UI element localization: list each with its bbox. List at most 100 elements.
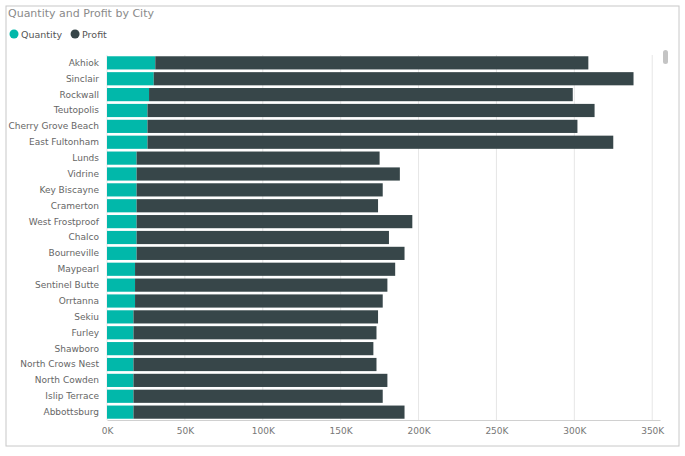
bar <box>107 342 133 355</box>
bar <box>133 390 382 403</box>
bar <box>133 310 378 323</box>
bar <box>107 152 137 165</box>
grid <box>107 55 652 420</box>
bar <box>154 72 634 85</box>
tick-label: 150K <box>330 426 354 436</box>
category-tick: North Crows Nest <box>20 359 107 369</box>
bar <box>107 72 154 85</box>
title: Quantity and Profit by City <box>8 7 154 20</box>
bar <box>107 310 133 323</box>
category-label: Vidrine <box>67 169 99 179</box>
frame <box>6 6 679 446</box>
category-label: Islip Terrace <box>45 391 99 401</box>
legend-swatch <box>71 30 80 39</box>
category-tick: Islip Terrace <box>45 391 107 401</box>
category-label: Akhiok <box>69 58 100 68</box>
bar <box>107 358 133 371</box>
category-tick: Sinclair <box>66 74 107 84</box>
tick-label: 100K <box>252 426 276 436</box>
bar <box>107 279 135 292</box>
bar <box>137 247 405 260</box>
bar <box>133 374 387 387</box>
tick: 200K <box>408 420 432 436</box>
chart: Quantity and Profit by CityQuantityProfi… <box>0 0 685 456</box>
bar <box>148 136 614 149</box>
bar <box>107 183 137 196</box>
category-tick: Furley <box>72 328 107 338</box>
bar <box>137 215 413 228</box>
category-label: North Crows Nest <box>20 359 99 369</box>
bars <box>107 56 634 418</box>
category-label: Key Biscayne <box>39 185 99 195</box>
bar <box>107 88 149 101</box>
category-label: Rockwall <box>60 89 99 99</box>
category-label: Chalco <box>69 232 100 242</box>
category-label: East Fultonham <box>29 137 99 147</box>
category-tick: Abbottsburg <box>43 407 107 417</box>
bar <box>107 374 133 387</box>
bar <box>107 167 137 180</box>
category-label: Sekiu <box>74 312 99 322</box>
category-label: Bourneville <box>48 248 99 258</box>
bar <box>137 199 378 212</box>
category-label: Sentinel Butte <box>35 280 100 290</box>
tick: 300K <box>563 420 587 436</box>
tick-label: 250K <box>485 426 509 436</box>
tick: 0K <box>102 420 115 436</box>
category-tick: North Cowden <box>35 375 107 385</box>
bar <box>135 279 387 292</box>
bar <box>133 342 373 355</box>
tick: 350K <box>641 420 665 436</box>
category-tick: West Frostproof <box>29 217 107 227</box>
tick-label: 300K <box>563 426 587 436</box>
tick-label: 350K <box>641 426 665 436</box>
category-label: Sinclair <box>66 74 99 84</box>
category-tick: Bourneville <box>48 248 107 258</box>
scrollbar[interactable] <box>663 50 668 64</box>
bar <box>137 152 380 165</box>
plot: 0K 50K 100K 150K 200K 250K 300K 350K Akhiok Sincl… <box>8 55 665 436</box>
series <box>133 56 633 418</box>
bar <box>107 199 137 212</box>
tick: 250K <box>485 420 509 436</box>
bar <box>107 215 137 228</box>
bar <box>107 406 133 419</box>
bar <box>107 263 135 276</box>
category-tick: Lunds <box>72 153 107 163</box>
bar <box>107 231 137 244</box>
tick-label: 0K <box>102 426 115 436</box>
tick: 100K <box>252 420 276 436</box>
y-axis: AkhiokSinclairRockwallTeutopolisCherry G… <box>8 58 107 417</box>
category-tick: Orrtanna <box>59 296 107 306</box>
legend-label: Profit <box>82 29 107 40</box>
category-tick: Sentinel Butte <box>35 280 107 290</box>
bar <box>148 104 595 117</box>
bar <box>107 247 137 260</box>
bar <box>107 136 148 149</box>
category-label: Lunds <box>72 153 99 163</box>
category-tick: Cherry Grove Beach <box>8 121 107 131</box>
bar <box>148 120 578 133</box>
category-tick: East Fultonham <box>29 137 107 147</box>
tick: 50K <box>177 420 195 436</box>
category-tick: Maypearl <box>57 264 107 274</box>
bar <box>107 104 148 117</box>
bar <box>133 358 376 371</box>
legend-swatch <box>10 30 19 39</box>
category-label: Cramerton <box>51 201 99 211</box>
category-label: Abbottsburg <box>43 407 99 417</box>
category-tick: Chalco <box>69 232 107 242</box>
axis-line <box>108 420 661 421</box>
bar <box>107 294 135 307</box>
category-label: Cherry Grove Beach <box>8 121 99 131</box>
bar <box>149 88 573 101</box>
bar <box>137 167 400 180</box>
bar <box>107 326 133 339</box>
category-label: Maypearl <box>57 264 99 274</box>
bar <box>133 406 404 419</box>
category-label: West Frostproof <box>29 217 100 227</box>
bar <box>135 294 383 307</box>
category-tick: Rockwall <box>60 89 107 99</box>
bar <box>155 56 588 69</box>
category-tick: Cramerton <box>51 201 107 211</box>
